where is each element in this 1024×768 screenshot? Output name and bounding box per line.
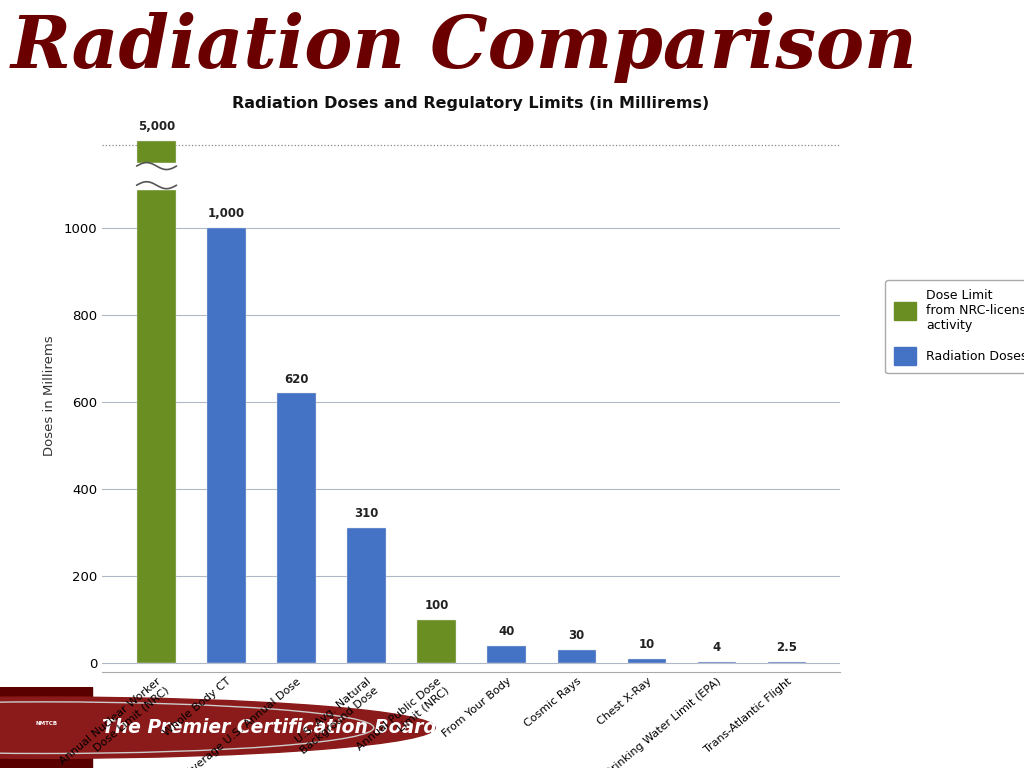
Text: NMTCB: NMTCB xyxy=(35,721,57,727)
Bar xyxy=(347,528,386,664)
Text: 100: 100 xyxy=(425,599,449,612)
Text: 5,000: 5,000 xyxy=(138,120,175,133)
Text: 1,000: 1,000 xyxy=(208,207,245,220)
Bar xyxy=(137,141,176,664)
Bar xyxy=(418,620,456,664)
Bar xyxy=(628,659,666,664)
Bar xyxy=(768,662,806,664)
Bar xyxy=(557,650,596,664)
Bar xyxy=(278,393,316,664)
Text: 10: 10 xyxy=(639,638,655,651)
Text: 40: 40 xyxy=(499,625,515,638)
Bar xyxy=(487,646,526,664)
Y-axis label: Doses in Millirems: Doses in Millirems xyxy=(43,335,55,456)
Text: Radiation Comparison: Radiation Comparison xyxy=(10,12,916,82)
Circle shape xyxy=(0,697,435,758)
Bar xyxy=(207,228,246,664)
Bar xyxy=(697,661,736,664)
Text: The Premier Certification Board for Nuclear Medicine Technologists: The Premier Certification Board for Nucl… xyxy=(102,718,813,737)
Text: 2.5: 2.5 xyxy=(776,641,798,654)
Title: Radiation Doses and Regulatory Limits (in Millirems): Radiation Doses and Regulatory Limits (i… xyxy=(232,96,710,111)
Text: 4: 4 xyxy=(713,641,721,654)
Bar xyxy=(136,163,177,189)
Text: 620: 620 xyxy=(285,372,309,386)
Bar xyxy=(0,687,92,768)
Text: 30: 30 xyxy=(568,630,585,642)
Legend: Dose Limit
from NRC-licensed
activity, Radiation Doses: Dose Limit from NRC-licensed activity, R… xyxy=(885,280,1024,373)
Text: 310: 310 xyxy=(354,508,379,521)
